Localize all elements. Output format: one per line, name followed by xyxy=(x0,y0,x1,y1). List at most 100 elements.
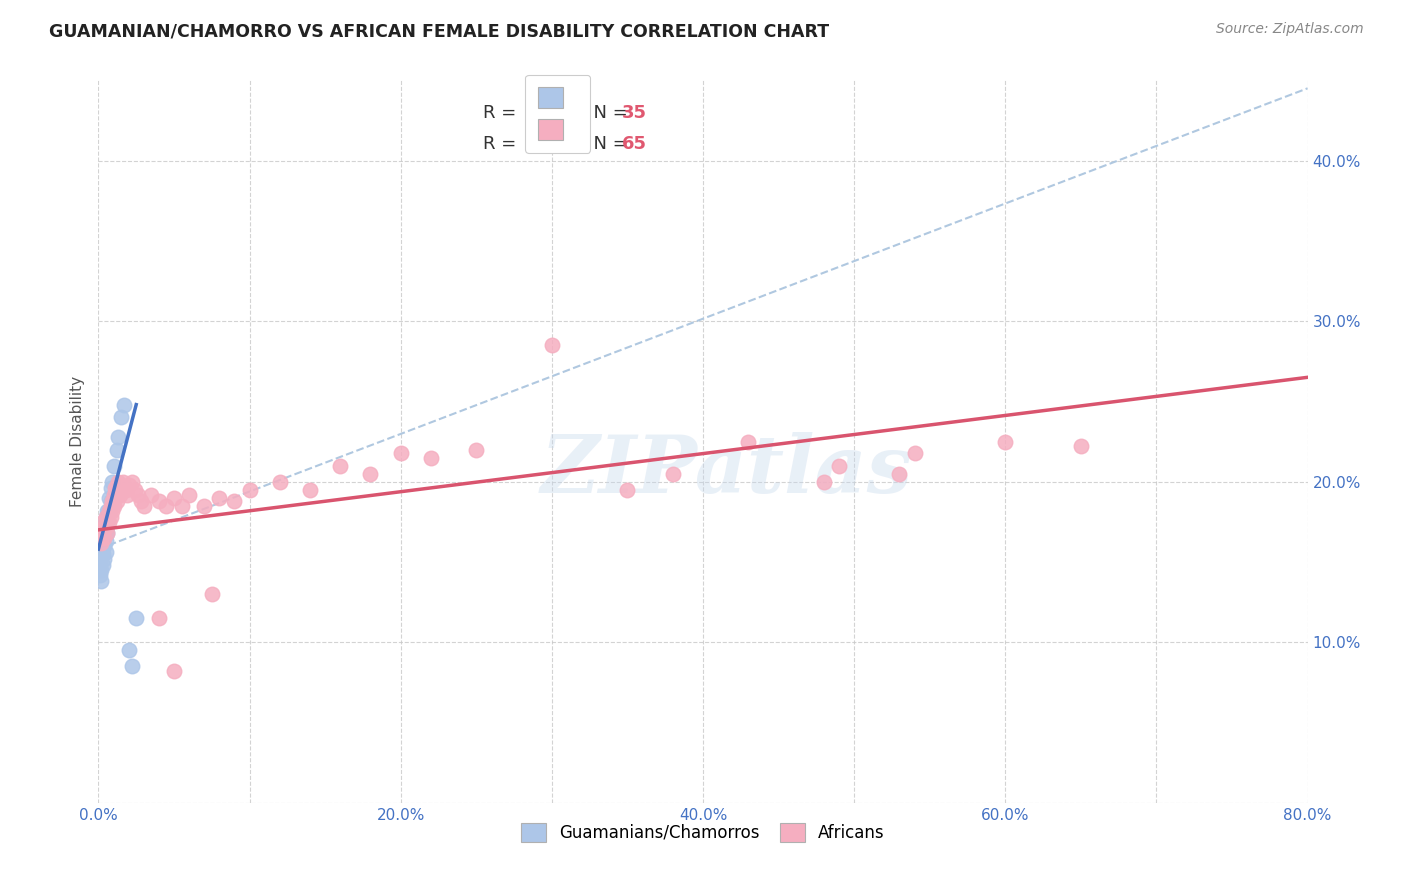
Point xyxy=(389,446,412,460)
Point xyxy=(94,534,117,549)
Point xyxy=(93,539,115,553)
Point xyxy=(127,487,149,501)
Point xyxy=(101,494,124,508)
Point xyxy=(737,434,759,449)
Point xyxy=(112,483,135,497)
Point xyxy=(94,523,117,537)
Point xyxy=(98,503,121,517)
Point xyxy=(828,458,851,473)
Point xyxy=(111,475,134,489)
Text: N =: N = xyxy=(582,135,634,153)
Point xyxy=(813,475,835,489)
Point xyxy=(121,475,143,489)
Point xyxy=(93,515,115,529)
Point xyxy=(121,659,143,673)
Text: N =: N = xyxy=(582,103,634,122)
Point xyxy=(163,491,186,505)
Point xyxy=(107,430,129,444)
Point xyxy=(90,574,112,589)
Point xyxy=(193,499,215,513)
Text: 35: 35 xyxy=(621,103,647,122)
Point xyxy=(465,442,488,457)
Point xyxy=(1070,439,1092,453)
Text: 0.373: 0.373 xyxy=(524,135,581,153)
Point xyxy=(124,483,146,497)
Point xyxy=(104,481,127,495)
Point xyxy=(125,611,148,625)
Point xyxy=(239,483,262,497)
Point xyxy=(299,483,322,497)
Point xyxy=(105,442,128,457)
Point xyxy=(91,515,114,529)
Point xyxy=(96,503,118,517)
Point xyxy=(108,487,131,501)
Text: Source: ZipAtlas.com: Source: ZipAtlas.com xyxy=(1216,22,1364,37)
Point xyxy=(105,494,128,508)
Point xyxy=(115,487,138,501)
Point xyxy=(93,531,115,545)
Point xyxy=(89,558,111,573)
Point xyxy=(98,515,121,529)
Legend: Guamanians/Chamorros, Africans: Guamanians/Chamorros, Africans xyxy=(515,816,891,848)
Point xyxy=(170,499,193,513)
Point xyxy=(105,483,128,497)
Point xyxy=(96,515,118,529)
Point xyxy=(329,458,352,473)
Point xyxy=(90,563,112,577)
Point xyxy=(994,434,1017,449)
Point xyxy=(90,526,112,541)
Point xyxy=(360,467,382,481)
Text: 0.392: 0.392 xyxy=(524,103,581,122)
Point xyxy=(148,494,170,508)
Text: 65: 65 xyxy=(621,135,647,153)
Point xyxy=(91,558,114,573)
Text: ZIPatlas: ZIPatlas xyxy=(541,432,914,509)
Point xyxy=(96,526,118,541)
Point xyxy=(107,475,129,489)
Point xyxy=(114,483,136,497)
Point xyxy=(616,483,638,497)
Point xyxy=(163,664,186,678)
Point xyxy=(89,567,111,582)
Point xyxy=(118,478,141,492)
Point xyxy=(118,643,141,657)
Point xyxy=(100,499,122,513)
Point xyxy=(101,503,124,517)
Point xyxy=(904,446,927,460)
Point xyxy=(661,467,683,481)
Point xyxy=(94,510,117,524)
Point xyxy=(89,547,111,561)
Point xyxy=(201,587,224,601)
Point xyxy=(224,494,246,508)
Point xyxy=(94,545,117,559)
Point xyxy=(103,499,125,513)
Point xyxy=(179,487,201,501)
Point xyxy=(96,526,118,541)
Point xyxy=(93,551,115,566)
Point xyxy=(148,611,170,625)
Point xyxy=(103,487,125,501)
Point xyxy=(208,491,231,505)
Point xyxy=(112,398,135,412)
Point xyxy=(91,547,114,561)
Point xyxy=(96,513,118,527)
Point xyxy=(89,531,111,545)
Point xyxy=(141,487,163,501)
Point xyxy=(110,478,132,492)
Text: R =: R = xyxy=(482,135,522,153)
Text: R =: R = xyxy=(482,103,522,122)
Point xyxy=(103,458,125,473)
Point xyxy=(93,519,115,533)
Point xyxy=(101,475,124,489)
Point xyxy=(93,526,115,541)
Point xyxy=(269,475,291,489)
Point xyxy=(155,499,177,513)
Y-axis label: Female Disability: Female Disability xyxy=(69,376,84,508)
Point xyxy=(420,450,443,465)
Point xyxy=(98,503,121,517)
Text: GUAMANIAN/CHAMORRO VS AFRICAN FEMALE DISABILITY CORRELATION CHART: GUAMANIAN/CHAMORRO VS AFRICAN FEMALE DIS… xyxy=(49,22,830,40)
Point xyxy=(100,481,122,495)
Point xyxy=(110,410,132,425)
Point xyxy=(91,519,114,533)
Point xyxy=(91,526,114,541)
